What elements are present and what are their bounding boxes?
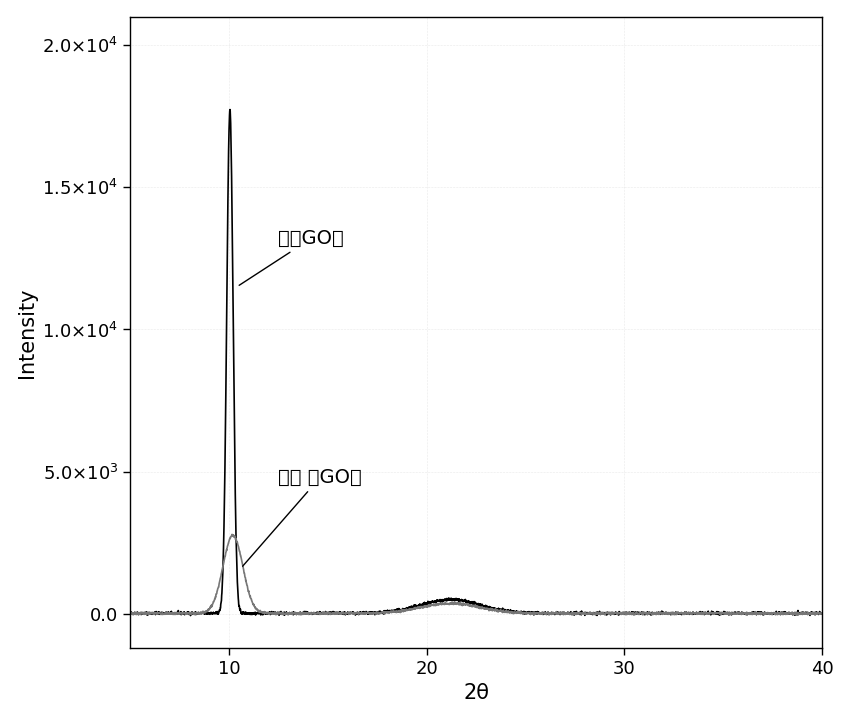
Y-axis label: Intensity: Intensity (17, 287, 37, 377)
Text: 无定 型GO膜: 无定 型GO膜 (242, 468, 362, 566)
X-axis label: 2θ: 2θ (463, 683, 489, 703)
Text: 结晶GO膜: 结晶GO膜 (239, 229, 344, 285)
